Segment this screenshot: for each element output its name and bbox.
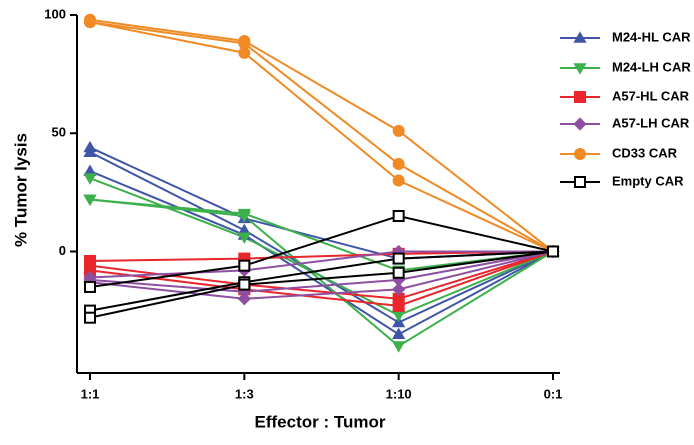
series-line [89, 18, 554, 253]
series-line [89, 170, 554, 336]
series-line [89, 250, 554, 300]
y-tick-label: 0 [59, 243, 66, 258]
data-point [237, 211, 251, 223]
data-point [238, 259, 251, 272]
data-point [392, 210, 405, 223]
data-point [84, 264, 96, 277]
y-tick-label: 100 [44, 6, 66, 21]
data-point [83, 194, 97, 207]
series-line [89, 250, 554, 300]
legend-label: M24-HL CAR [612, 29, 691, 44]
data-point [238, 37, 251, 50]
data-point [84, 280, 96, 293]
x-axis-title: Effector : Tumor [255, 412, 386, 431]
series-line [89, 198, 554, 272]
legend-label: Empty CAR [612, 173, 684, 188]
legend-marker [573, 31, 587, 43]
legend-marker [574, 176, 586, 188]
data-point [392, 124, 405, 137]
data-point [238, 278, 251, 291]
data-point [392, 174, 405, 187]
data-point [237, 292, 251, 306]
data-point [392, 266, 405, 279]
x-tick-label: 1:10 [386, 386, 412, 401]
y-axis-title: % Tumor lysis [11, 133, 30, 247]
series-line [89, 250, 554, 312]
data-point [392, 282, 406, 296]
data-point [392, 341, 406, 353]
data-point [547, 245, 559, 258]
legend-label: M24-LH CAR [612, 59, 691, 74]
legend-label: A57-HL CAR [612, 88, 690, 103]
x-tick-label: 0:1 [544, 386, 563, 401]
legend-label: A57-LH CAR [612, 115, 690, 130]
x-tick-label: 1:1 [81, 386, 100, 401]
series-line [89, 250, 553, 279]
series-line [89, 250, 554, 293]
data-point [392, 252, 405, 265]
data-point [237, 232, 251, 244]
series-line [89, 214, 554, 288]
data-point [392, 310, 406, 322]
data-point [238, 46, 251, 59]
data-point [392, 299, 405, 312]
data-point [83, 173, 97, 185]
series-line [89, 198, 554, 348]
legend-label: CD33 CAR [612, 145, 678, 160]
series-line [89, 250, 554, 307]
legend-marker [573, 63, 587, 75]
series-line [89, 250, 554, 262]
series-line [89, 21, 554, 253]
legend-marker [573, 117, 587, 131]
data-point [84, 311, 96, 324]
data-point [392, 327, 406, 340]
legend-marker [574, 91, 586, 103]
series-line [89, 21, 554, 253]
data-point [83, 164, 97, 176]
legend-marker [574, 148, 586, 160]
y-tick-label: 50 [52, 125, 66, 140]
series-line [89, 250, 554, 319]
data-point [83, 145, 97, 157]
data-point [84, 16, 96, 29]
x-tick-label: 1:3 [235, 386, 254, 401]
data-point [392, 157, 405, 170]
